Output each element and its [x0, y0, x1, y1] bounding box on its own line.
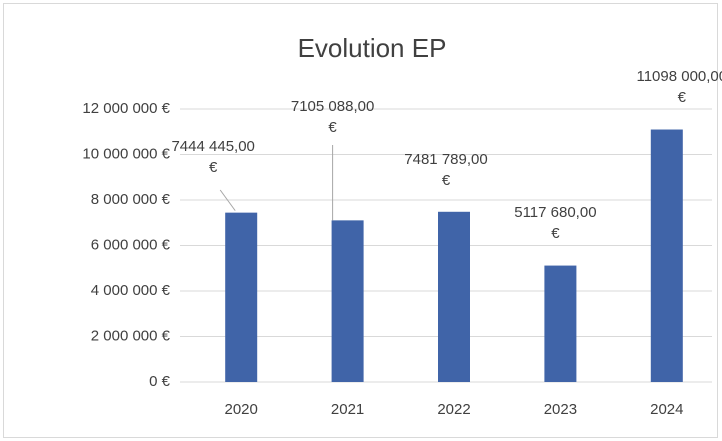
- y-tick-label: 10 000 000 €: [82, 145, 170, 162]
- y-tick-label: 8 000 000 €: [91, 191, 171, 208]
- x-tick-label: 2021: [331, 401, 364, 418]
- bar: [438, 211, 470, 382]
- leader-line: [219, 189, 236, 211]
- bar: [544, 265, 577, 382]
- bar: [331, 220, 364, 382]
- data-label: 7444 445,00 €: [171, 138, 255, 176]
- y-tick-label: 2 000 000 €: [91, 327, 171, 344]
- bar: [225, 212, 258, 382]
- y-tick-label: 4 000 000 €: [91, 282, 171, 299]
- y-tick-label: 12 000 000 €: [82, 100, 170, 117]
- data-label: 11098 000,00 €: [636, 68, 722, 106]
- x-tick-label: 2024: [650, 401, 683, 418]
- data-label: 7481 789,00 €: [404, 151, 488, 189]
- data-label: 7105 088,00 €: [290, 98, 375, 136]
- chart-title: Evolution EP: [298, 33, 447, 63]
- bar: [650, 129, 683, 382]
- x-tick-label: 2020: [225, 401, 258, 418]
- x-tick-label: 2022: [437, 401, 470, 418]
- data-label: 5117 680,00 €: [514, 204, 597, 242]
- y-tick-label: 6 000 000 €: [91, 236, 171, 253]
- x-tick-label: 2023: [544, 401, 577, 418]
- y-tick-label: 0 €: [149, 373, 171, 390]
